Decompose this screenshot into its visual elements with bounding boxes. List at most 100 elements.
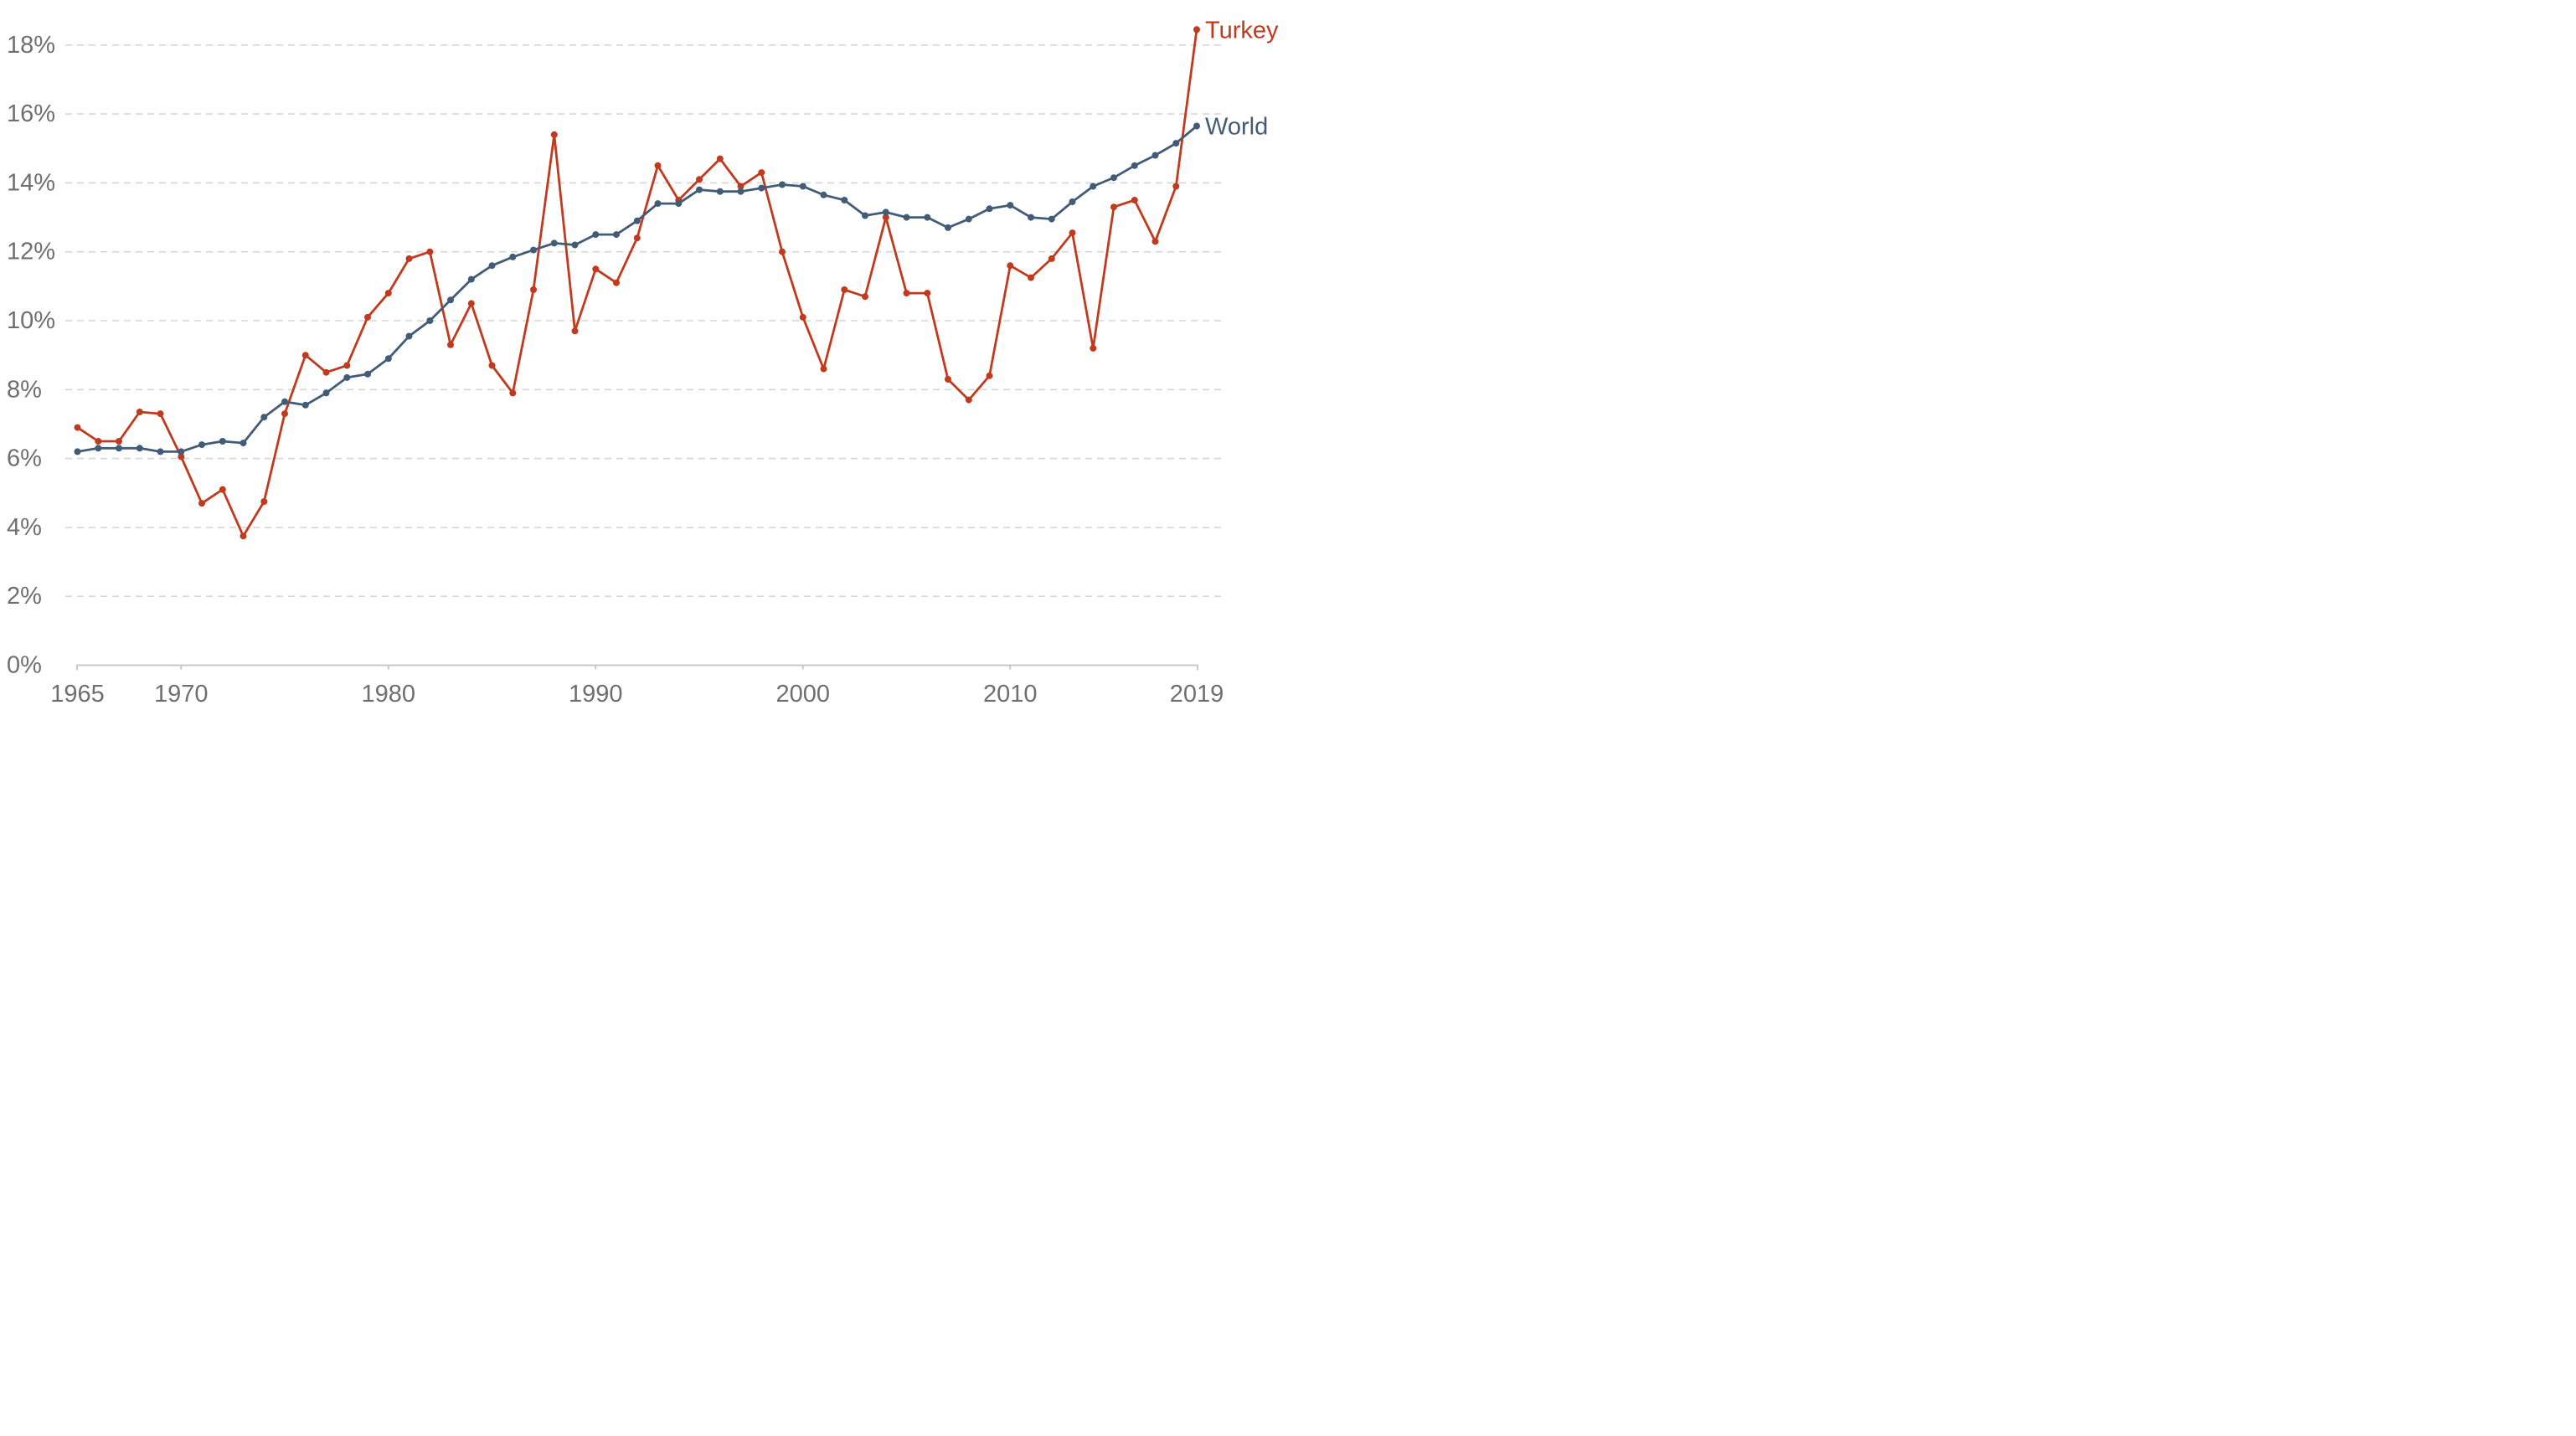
y-tick-label-14: 14% (7, 169, 55, 196)
world-point-2010 (1007, 202, 1014, 209)
world-point-2005 (903, 214, 910, 221)
turkey-point-1968 (136, 409, 143, 415)
world-point-1993 (654, 200, 662, 208)
world-point-1989 (571, 241, 579, 249)
turkey-point-1987 (530, 286, 537, 293)
world-point-2009 (986, 205, 993, 213)
turkey-point-2009 (986, 372, 993, 379)
series-label-turkey: Turkey (1205, 17, 1279, 44)
y-tick-label-10: 10% (7, 307, 55, 334)
y-axis-labels: 0% 2% 4% 6% 8% 10% 12% 14% 16% 18% (7, 32, 55, 679)
world-point-1972 (219, 438, 226, 445)
turkey-point-1970 (178, 453, 185, 461)
turkey-point-2006 (924, 290, 931, 297)
turkey-series (74, 26, 1200, 540)
turkey-point-2018 (1172, 183, 1180, 190)
y-tick-label-4: 4% (7, 514, 42, 541)
turkey-point-1978 (343, 362, 351, 369)
world-point-1966 (95, 445, 102, 452)
turkey-point-1992 (633, 234, 641, 242)
y-tick-label-12: 12% (7, 239, 55, 265)
turkey-point-2002 (841, 286, 848, 293)
turkey-point-1969 (157, 410, 164, 418)
y-tick-label-8: 8% (7, 376, 42, 403)
turkey-point-1979 (364, 313, 371, 321)
world-point-1968 (136, 445, 143, 452)
turkey-point-1998 (758, 169, 765, 177)
world-point-1978 (343, 373, 351, 381)
world-point-1974 (260, 414, 268, 421)
x-tick-label-2000: 2000 (775, 681, 830, 708)
world-point-2012 (1048, 215, 1055, 223)
world-point-1969 (157, 448, 164, 456)
y-tick-label-16: 16% (7, 100, 55, 127)
world-point-1973 (240, 440, 247, 447)
turkey-point-2013 (1069, 229, 1076, 237)
turkey-point-2004 (882, 214, 889, 221)
world-point-1975 (281, 398, 288, 405)
world-point-1967 (116, 445, 122, 452)
turkey-point-1997 (737, 183, 744, 190)
series-label-world: World (1205, 114, 1268, 141)
turkey-point-2001 (820, 365, 827, 373)
turkey-point-1984 (467, 300, 475, 307)
world-point-2008 (965, 215, 972, 223)
turkey-point-1972 (219, 486, 226, 493)
line-chart: 0%2%4%6%8%10%12%14%16%18% 1965 1970 1980 19… (7, 17, 1279, 708)
gridlines (65, 44, 1224, 671)
world-point-1991 (613, 231, 620, 239)
turkey-point-2000 (799, 313, 806, 321)
line-chart-container: 0% 2% 4% 6% 8% 10% 12% 14% 16% 18% 1965 1970 1980 19… (0, 0, 1288, 718)
y-tick-label-6: 6% (7, 445, 42, 472)
turkey-point-1977 (322, 368, 330, 376)
turkey-point-1982 (426, 248, 434, 255)
turkey-point-1966 (95, 438, 102, 445)
turkey-point-2014 (1090, 344, 1097, 352)
world-point-2017 (1151, 152, 1159, 159)
turkey-point-1986 (509, 389, 517, 397)
turkey-point-1973 (240, 533, 247, 540)
world-point-2002 (841, 197, 848, 203)
turkey-point-1967 (116, 438, 122, 445)
world-point-1979 (364, 370, 371, 378)
y-tick-label-2: 2% (7, 583, 42, 610)
x-tick-label-1965: 1965 (50, 681, 105, 708)
data-series (74, 26, 1200, 540)
world-point-1970 (178, 448, 185, 456)
y-tick-label-18: 18% (7, 32, 55, 59)
turkey-point-2019 (1193, 26, 1200, 33)
world-point-1987 (530, 246, 537, 254)
turkey-point-2017 (1151, 238, 1159, 245)
world-point-1981 (405, 332, 413, 340)
world-point-1985 (488, 262, 496, 270)
world-point-2011 (1028, 214, 1034, 221)
turkey-point-1975 (281, 410, 288, 418)
turkey-point-1971 (198, 500, 205, 507)
world-series (74, 122, 1200, 456)
world-point-2001 (820, 191, 827, 198)
world-point-1965 (74, 448, 81, 456)
world-point-1971 (198, 441, 205, 449)
turkey-point-2011 (1028, 274, 1034, 281)
turkey-point-1996 (716, 155, 724, 162)
world-point-1995 (696, 186, 703, 193)
world-point-1997 (737, 188, 744, 195)
world-point-1982 (426, 317, 434, 324)
world-point-1999 (779, 181, 786, 188)
world-point-1977 (322, 389, 330, 397)
turkey-point-1990 (592, 265, 600, 273)
world-point-1984 (467, 275, 475, 283)
turkey-point-1993 (654, 162, 662, 169)
world-point-2015 (1110, 174, 1117, 182)
world-point-1994 (675, 200, 683, 208)
x-tick-label-1970: 1970 (154, 681, 209, 708)
world-point-2016 (1131, 162, 1138, 169)
x-axis-baseline (76, 664, 1198, 671)
turkey-point-1995 (696, 176, 703, 183)
world-point-1998 (758, 184, 765, 192)
x-tick-label-2019: 2019 (1170, 681, 1224, 708)
turkey-point-2012 (1048, 255, 1055, 262)
turkey-point-2010 (1007, 262, 1014, 270)
world-point-1980 (384, 355, 392, 363)
x-tick-label-2010: 2010 (983, 681, 1038, 708)
